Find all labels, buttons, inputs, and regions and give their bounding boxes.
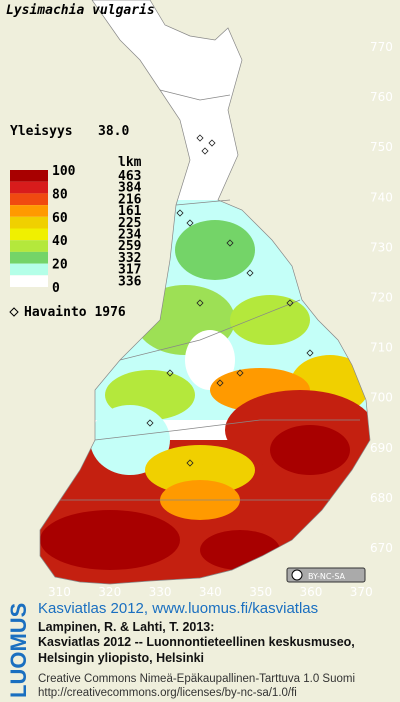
y-coordinate-label: 670 [370, 541, 393, 555]
cc-badge: BY-NC-SA [286, 567, 366, 583]
y-coordinate-label: 760 [370, 90, 393, 104]
legend-scale-label: 80 [52, 187, 68, 202]
legend-count: 225 [118, 216, 141, 231]
legend-swatch [10, 240, 48, 252]
legend-count: 332 [118, 251, 141, 266]
y-coordinate-label: 750 [370, 140, 393, 154]
legend-scale-label: 40 [52, 234, 68, 249]
x-coordinate-label: 310 [48, 585, 71, 599]
cc-badge-text: BY-NC-SA [308, 572, 346, 581]
legend-swatch [10, 216, 48, 229]
title: Lysimachia vulgaris [6, 3, 155, 18]
legend-swatch [10, 228, 48, 241]
legend-scale-label: 0 [52, 281, 60, 296]
y-coordinate-label: 730 [370, 240, 393, 254]
legend-count: 317 [118, 263, 141, 278]
x-coordinate-label: 320 [98, 585, 121, 599]
frequency-value: 38.0 [98, 124, 129, 139]
y-coordinate-label: 710 [370, 341, 393, 355]
legend-count: 216 [118, 192, 142, 207]
legend-swatch [10, 251, 48, 264]
legend-swatch [10, 170, 48, 182]
license: Creative Commons Nimeä-Epäkaupallinen-Ta… [38, 673, 355, 685]
x-coordinate-label: 370 [350, 585, 373, 599]
brand: LUOMUS [6, 603, 31, 698]
legend-count: 384 [118, 181, 142, 196]
x-coordinate-label: 340 [199, 585, 222, 599]
legend-scale-label: 100 [52, 164, 76, 179]
citation: Kasviatlas 2012 -- Luonnontieteellinen k… [38, 635, 355, 649]
legend-scale-label: 20 [52, 258, 68, 273]
legend-swatch [10, 193, 48, 206]
y-coordinate-label: 690 [370, 441, 393, 455]
observation-symbols [146, 134, 314, 467]
x-coordinate-label: 330 [149, 585, 172, 599]
legend-count: 259 [118, 239, 141, 254]
legend-count: 161 [118, 204, 142, 219]
y-coordinate-label: 720 [370, 291, 393, 305]
legend-count: 336 [118, 274, 142, 289]
legend-count: 234 [118, 228, 142, 243]
y-coordinate-label: 770 [370, 40, 393, 54]
legend-count: 463 [118, 169, 141, 184]
legend-scale-label: 60 [52, 211, 68, 226]
y-coordinate-label: 700 [370, 391, 393, 405]
citation: Lampinen, R. & Lahti, T. 2013: [38, 620, 214, 634]
symbol-label: Havainto 1976 [24, 305, 126, 320]
symbol-icon [9, 307, 19, 317]
count-header: lkm [118, 155, 142, 170]
legend-swatch [10, 205, 48, 217]
y-coordinate-label: 740 [370, 190, 393, 204]
x-coordinate-label: 360 [300, 585, 323, 599]
legend-swatch [10, 181, 48, 194]
license[interactable]: http://creativecommons.org/licenses/by-n… [38, 687, 297, 699]
x-coordinate-label: 350 [249, 585, 272, 599]
legend-swatch [10, 275, 48, 287]
borders [39, 0, 371, 585]
link[interactable]: Kasviatlas 2012, www.luomus.fi/kasviatla… [38, 600, 318, 617]
y-coordinate-label: 680 [370, 491, 393, 505]
citation: Helsingin yliopisto, Helsinki [38, 651, 204, 665]
frequency-label: Yleisyys [10, 124, 73, 139]
legend-swatch [10, 263, 48, 276]
